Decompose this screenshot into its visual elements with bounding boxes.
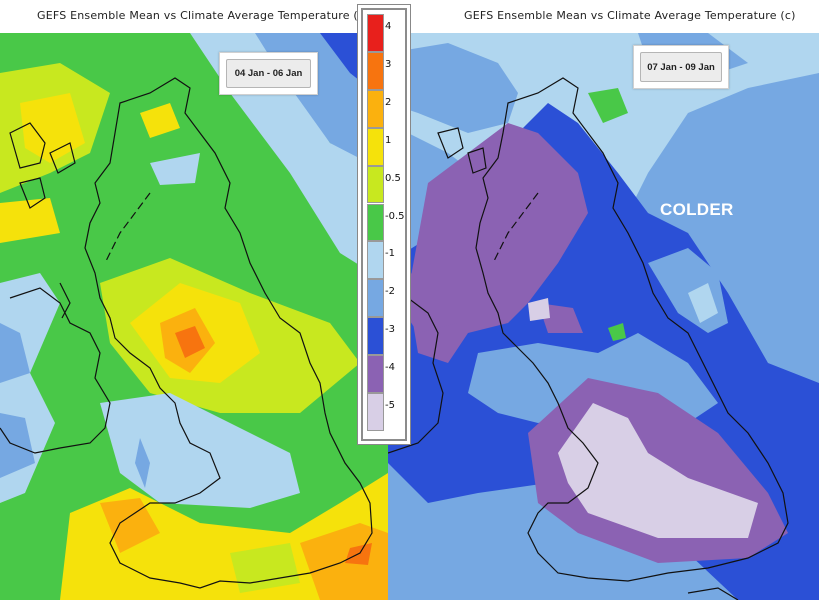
legend-swatch: [367, 51, 384, 90]
great-britain-coast: [84, 77, 373, 589]
purple-zone: [398, 273, 458, 333]
legend-tick-label: -4: [385, 362, 395, 374]
amber-zone: [100, 498, 160, 553]
legend-swatch: [367, 127, 384, 166]
legend-swatch: [367, 279, 384, 318]
green-zone: [608, 323, 626, 341]
ireland-coast: [0, 287, 111, 454]
left-date-button[interactable]: 04 Jan - 06 Jan: [226, 59, 311, 88]
legend-tick-label: 1: [385, 134, 392, 146]
ireland-coast: [388, 297, 444, 454]
legend-tick-label: 3: [385, 58, 392, 70]
light-blue-zone: [190, 33, 388, 283]
legend-frame: 4 3 2 1 0.5 -0.5 -1 -2 -3 -4 -5: [361, 8, 407, 441]
legend-tick-label: 0.5: [385, 172, 401, 184]
island-coast: [467, 147, 487, 174]
lavender-zone: [528, 298, 550, 321]
right-anomaly-map: 07 Jan - 09 Jan: [388, 33, 819, 600]
yellow-zone: [140, 103, 180, 138]
island-coast: [19, 177, 46, 209]
mid-blue-zone: [135, 438, 150, 488]
dashed-boundary: [492, 192, 539, 264]
legend-tick-label: -2: [385, 286, 395, 298]
yellow-green-zone: [230, 543, 300, 593]
left-anomaly-map: 04 Jan - 06 Jan: [0, 33, 388, 600]
coastline-lines: [0, 77, 373, 589]
legend-tick-label: 4: [385, 21, 392, 32]
legend-tick-label: -1: [385, 248, 395, 260]
coastline-lines: [388, 77, 789, 600]
light-blue-zone: [100, 393, 300, 508]
legend-swatch: [367, 165, 384, 204]
dashed-boundary: [104, 192, 151, 264]
island-coast: [437, 127, 464, 159]
legend-tick-label: 2: [385, 96, 392, 108]
great-britain-coast: [475, 77, 789, 582]
legend-tick-label: -0.5: [385, 210, 405, 222]
left-map-canvas: [0, 33, 388, 600]
legend-swatch: [367, 89, 384, 128]
coast-detail: [687, 587, 739, 600]
right-date-box: 07 Jan - 09 Jan: [633, 45, 729, 89]
legend-tick-label: -3: [385, 324, 395, 336]
legend-swatch: [367, 241, 384, 280]
left-date-box: 04 Jan - 06 Jan: [219, 52, 318, 95]
island-coast: [9, 122, 46, 169]
legend-swatch: [367, 317, 384, 356]
coast-detail: [59, 282, 71, 319]
yellow-zone: [0, 198, 60, 243]
light-blue-zone: [150, 153, 200, 185]
left-map-title: GEFS Ensemble Mean vs Climate Average Te…: [37, 9, 369, 22]
yellow-zone: [20, 93, 85, 163]
color-legend: 4 3 2 1 0.5 -0.5 -1 -2 -3 -4 -5: [357, 4, 411, 445]
legend-swatch: [367, 14, 384, 52]
island-coast: [49, 142, 76, 174]
legend-swatch: [367, 355, 384, 393]
mid-blue-zone: [388, 43, 518, 133]
right-map-title: GEFS Ensemble Mean vs Climate Average Te…: [464, 9, 796, 22]
green-zone: [588, 88, 628, 123]
right-date-button[interactable]: 07 Jan - 09 Jan: [640, 52, 722, 82]
light-blue-zone: [688, 283, 718, 323]
legend-tick-label: -5: [385, 400, 395, 411]
legend-swatch: [367, 393, 384, 431]
lavender-zone: [558, 403, 758, 538]
right-map-canvas: [388, 33, 819, 600]
legend-swatch: [367, 203, 384, 242]
colder-annotation: COLDER: [660, 200, 734, 219]
orange-zone: [175, 326, 205, 358]
